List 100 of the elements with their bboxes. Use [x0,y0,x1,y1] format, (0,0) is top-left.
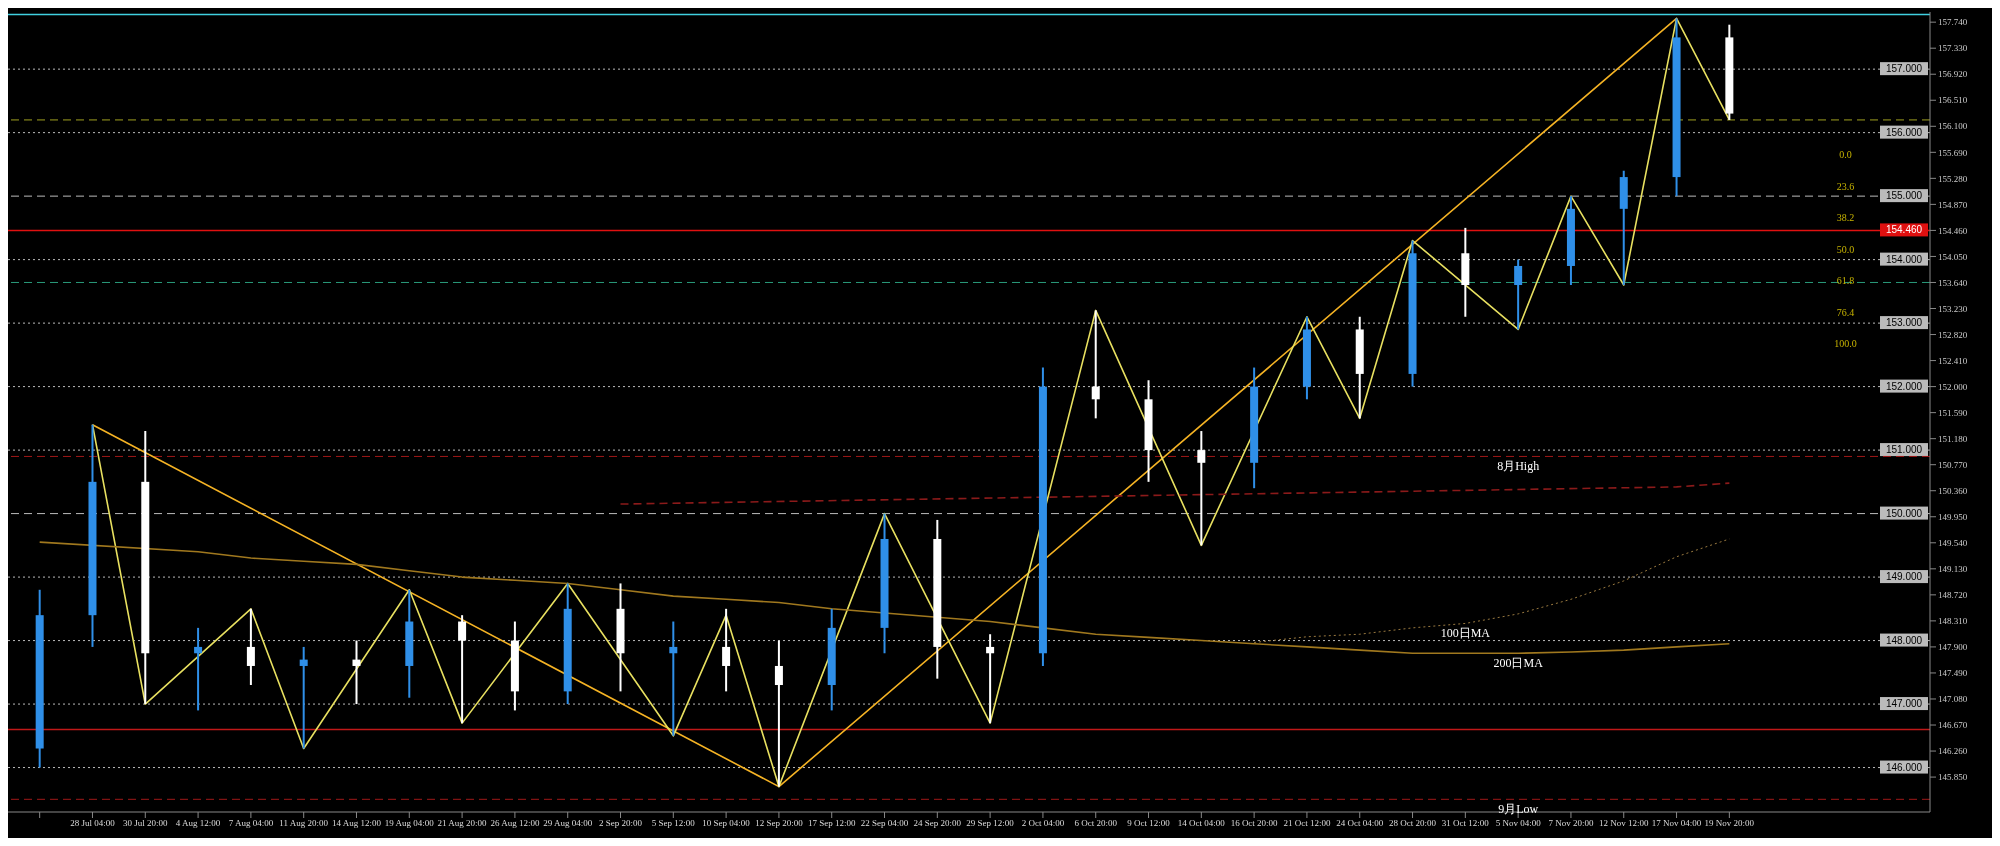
x-tick-label: 4 Aug 12:00 [175,818,221,829]
x-tick-label: 14 Oct 04:00 [1177,818,1226,829]
x-tick-label: 7 Aug 04:00 [228,818,274,829]
x-tick-label: 6 Oct 20:00 [1074,818,1118,829]
x-tick-label: 9 Oct 12:00 [1127,818,1171,829]
x-tick-label: 31 Oct 12:00 [1441,818,1490,829]
y-tick-label: 154.870 [1938,199,1968,210]
y-tick-label: 155.280 [1938,173,1968,184]
x-tick-label: 19 Aug 04:00 [384,818,435,829]
text: 100.0 [1834,337,1857,349]
x-tick-label: 5 Sep 12:00 [651,818,696,829]
ref-line-label: 149.000 [1885,571,1923,583]
ref-line-label: 157.000 [1885,63,1923,75]
y-tick-label: 150.360 [1938,485,1968,496]
text: 0.0 [1839,149,1852,161]
x-tick-label: 10 Sep 04:00 [702,818,751,829]
y-tick-label: 156.510 [1938,95,1968,106]
x-tick-label: 28 Jul 04:00 [70,818,116,829]
y-tick-label: 147.490 [1938,668,1968,679]
x-tick-label: 11 Aug 20:00 [279,818,329,829]
y-tick-label: 152.820 [1938,329,1968,340]
ref-line-label: 155.000 [1885,190,1923,202]
y-tick-label: 154.050 [1938,251,1968,262]
x-tick-label: 12 Sep 20:00 [755,818,804,829]
y-tick-label: 152.000 [1938,381,1968,392]
candlestick [986,633,995,725]
y-tick-label: 157.330 [1938,43,1968,54]
y-tick-label: 151.590 [1938,407,1968,418]
x-tick-label: 26 Aug 12:00 [490,818,540,829]
y-tick-label: 156.100 [1938,121,1968,132]
candlestick [669,620,678,737]
y-tick-label: 153.230 [1938,303,1968,314]
x-tick-label: 29 Aug 04:00 [543,818,593,829]
y-tick-label: 145.850 [1938,772,1968,783]
x-tick-label: 14 Aug 12:00 [331,818,382,829]
y-tick-label: 153.640 [1938,277,1968,288]
y-tick-label: 147.080 [1938,694,1968,705]
candlestick [1197,430,1206,547]
ref-line-label: 154.460 [1885,224,1923,236]
y-tick-label: 152.410 [1938,355,1968,366]
line-series [38,541,1731,655]
y-tick-label: 148.310 [1938,616,1968,627]
y-tick-label: 156.920 [1938,69,1968,80]
y-tick-label: 150.770 [1938,459,1968,470]
y-tick-label: 149.540 [1938,537,1968,548]
candlestick [352,639,361,706]
x-tick-label: 2 Oct 04:00 [1021,818,1065,829]
candlestick [1514,258,1523,331]
y-tick-label: 149.950 [1938,511,1968,522]
ref-line-label: 147.000 [1885,698,1923,710]
candlestick [299,645,308,750]
x-tick-label: 22 Sep 04:00 [860,818,909,829]
x-tick-label: 2 Sep 20:00 [599,818,643,829]
x-tick-label: 28 Oct 20:00 [1389,818,1437,829]
x-tick-label: 17 Sep 12:00 [807,818,856,829]
text: 61.8 [1836,275,1855,287]
y-tick-label: 148.720 [1938,590,1968,601]
ref-line-label: 146.000 [1885,761,1923,773]
annotation: 200日MA [1493,655,1544,670]
x-tick-label: 7 Nov 20:00 [1548,818,1594,829]
x-tick-label: 24 Oct 04:00 [1336,818,1384,829]
candlestick [1091,309,1100,420]
ref-line-label: 151.000 [1885,444,1923,456]
ref-line-label: 150.000 [1885,507,1923,519]
candlestick [246,607,255,687]
ref-line-label: 153.000 [1885,317,1923,329]
x-tick-label: 19 Nov 20:00 [1704,818,1755,829]
candlestick [458,614,467,725]
x-tick-label: 17 Nov 04:00 [1651,818,1702,829]
ref-line-label: 148.000 [1885,634,1923,646]
annotation: 9月Low [1498,801,1539,816]
annotation: 8月High [1497,458,1540,473]
y-tick-label: 154.460 [1938,225,1968,236]
y-tick-label: 155.690 [1938,147,1968,158]
y-tick-label: 151.180 [1938,433,1968,444]
y-tick-label: 146.260 [1938,746,1968,757]
text: 23.6 [1836,180,1855,192]
text: 50.0 [1836,243,1855,255]
line-series [1253,538,1730,643]
text: 38.2 [1836,212,1855,224]
y-tick-label: 146.670 [1938,720,1968,731]
y-tick-label: 149.130 [1938,564,1968,575]
y-tick-label: 147.900 [1938,642,1968,653]
x-tick-label: 21 Aug 20:00 [437,818,488,829]
annotation: 100日MA [1440,625,1491,640]
x-tick-label: 5 Nov 04:00 [1495,818,1542,829]
x-tick-label: 16 Oct 20:00 [1230,818,1279,829]
ref-line-label: 154.000 [1885,253,1923,265]
x-tick-label: 30 Jul 20:00 [123,818,169,829]
ref-line-label: 152.000 [1885,380,1923,392]
ref-line-label: 156.000 [1885,126,1923,138]
x-tick-label: 29 Sep 12:00 [966,818,1015,829]
text: 76.4 [1836,306,1855,318]
x-tick-label: 21 Oct 12:00 [1283,818,1331,829]
x-tick-label: 12 Nov 12:00 [1599,818,1649,829]
candlestick [774,639,783,788]
candlestick [722,607,731,693]
candlestick [194,626,203,712]
y-tick-label: 157.740 [1938,17,1968,28]
x-tick-label: 24 Sep 20:00 [913,818,962,829]
